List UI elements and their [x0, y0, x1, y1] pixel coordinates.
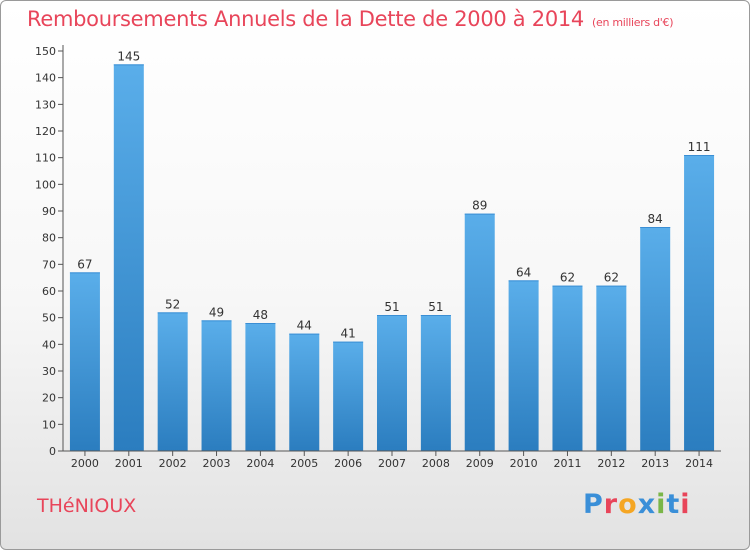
bar-2000: [69, 272, 100, 451]
logo-letter: r: [603, 489, 619, 520]
y-tick-label: 20: [42, 392, 56, 405]
y-tick-label: 50: [42, 312, 56, 325]
bar-value-label: 62: [604, 271, 619, 285]
y-tick-label: 120: [35, 125, 56, 138]
x-tick-label: 2008: [422, 457, 450, 470]
y-tick-label: 100: [35, 178, 56, 191]
bar-value-label: 41: [340, 327, 355, 341]
x-tick-label: 2003: [203, 457, 231, 470]
bar-value-label: 84: [648, 212, 663, 226]
bar-value-label: 145: [117, 49, 140, 63]
y-tick-label: 40: [42, 338, 56, 351]
bar-2005: [289, 333, 320, 451]
logo-letter: o: [618, 489, 638, 520]
x-tick-label: 2009: [466, 457, 494, 470]
y-tick-label: 80: [42, 232, 56, 245]
proxiti-logo: Proxiti: [583, 489, 691, 520]
bar-value-label: 64: [516, 265, 531, 279]
x-tick-label: 2007: [378, 457, 406, 470]
bar-2004: [245, 323, 276, 451]
y-axis: 0 10 20 30 40 50 60 70 80 90 100 110 120 130 140 150: [35, 45, 64, 458]
bar-2013: [640, 227, 671, 451]
y-tick-label: 10: [42, 418, 56, 431]
y-tick-label: 70: [42, 258, 56, 271]
x-tick-label: 2010: [510, 457, 538, 470]
y-tick-label: 130: [35, 98, 56, 111]
x-tick-label: 2014: [685, 457, 713, 470]
chart-subtitle: (en milliers d'€): [592, 16, 674, 29]
logo-letter: x: [637, 489, 657, 520]
x-tick-label: 2002: [159, 457, 187, 470]
bar-2014: [684, 155, 715, 451]
commune-name: THéNIOUX: [37, 495, 137, 517]
bar-2011: [552, 285, 583, 451]
x-tick-label: 2001: [115, 457, 143, 470]
bar-2009: [464, 213, 495, 451]
logo-letter: t: [666, 489, 681, 520]
logo-letter: i: [680, 489, 691, 520]
bar-2010: [508, 280, 539, 451]
bar-2003: [201, 320, 232, 451]
bar-2002: [157, 312, 188, 451]
logo-letter: P: [583, 489, 604, 520]
bar-value-label: 62: [560, 271, 575, 285]
x-tick-label: 2005: [290, 457, 318, 470]
bar-value-label: 111: [688, 140, 711, 154]
bar-value-label: 89: [472, 199, 487, 213]
bar-value-label: 44: [297, 319, 312, 333]
bar-2008: [420, 315, 451, 451]
bar-2012: [596, 285, 627, 451]
y-tick-label: 60: [42, 285, 56, 298]
x-axis: 2000 2001 2002 2003 2004 2005 2006 2007 2008 2009…: [63, 450, 721, 470]
bar-value-label: 48: [253, 308, 268, 322]
bar-value-label: 49: [209, 305, 224, 319]
bar-value-label: 51: [428, 300, 443, 314]
y-tick-label: 0: [49, 445, 56, 458]
bar-value-label: 52: [165, 297, 180, 311]
bar-value-label: 67: [77, 257, 92, 271]
y-tick-label: 140: [35, 72, 56, 85]
bar-value-label: 51: [384, 300, 399, 314]
logo-letter: i: [656, 489, 667, 520]
bar-2006: [333, 341, 364, 451]
x-tick-label: 2006: [334, 457, 362, 470]
x-tick-label: 2012: [597, 457, 625, 470]
y-tick-label: 90: [42, 205, 56, 218]
y-tick-label: 30: [42, 365, 56, 378]
bar-2001: [113, 64, 144, 452]
x-tick-label: 2011: [553, 457, 581, 470]
y-tick-label: 150: [35, 45, 56, 58]
x-tick-label: 2000: [71, 457, 99, 470]
x-tick-label: 2004: [246, 457, 274, 470]
chart-title: Remboursements Annuels de la Dette de 20…: [27, 7, 674, 31]
bar-2007: [377, 315, 407, 451]
y-tick-label: 110: [35, 152, 56, 165]
x-tick-label: 2013: [641, 457, 669, 470]
bars-group: 67 145 52 49 48 44 41 51 51 89 64 62 62 84 111: [69, 49, 715, 452]
